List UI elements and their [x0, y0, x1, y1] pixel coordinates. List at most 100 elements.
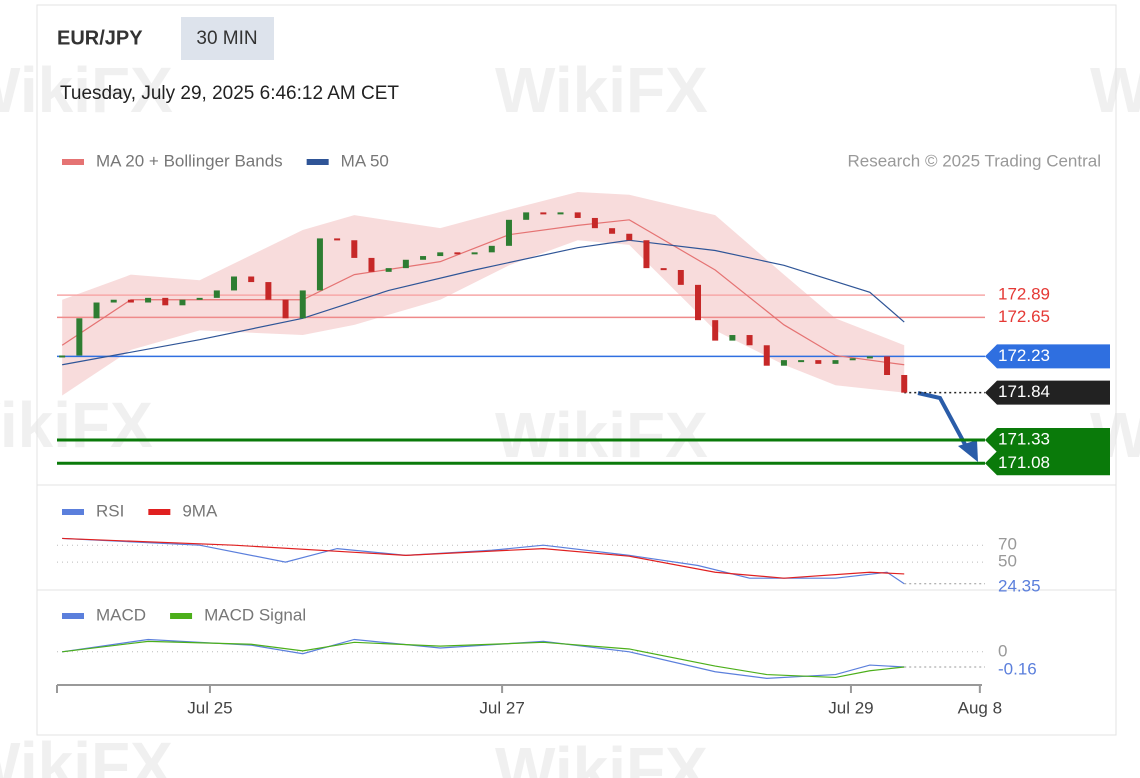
- series-line: [62, 239, 905, 366]
- interval-box: [181, 17, 274, 60]
- x-tick-label: Jul 27: [479, 698, 524, 717]
- watermark: WikiFX: [495, 399, 708, 471]
- candle: [385, 268, 392, 272]
- series-line: [62, 638, 905, 679]
- candle: [712, 320, 719, 341]
- card: [36, 4, 1117, 736]
- series-line: [62, 537, 905, 585]
- level-tag: [985, 451, 1110, 476]
- series-line: [62, 537, 905, 579]
- candle: [454, 252, 461, 255]
- candle: [677, 269, 684, 285]
- candle: [798, 360, 805, 363]
- symbol: EUR/JPY: [57, 27, 143, 49]
- legend-label: MA 20 + Bollinger Bands: [96, 151, 283, 170]
- legend-label: MACD: [96, 605, 146, 624]
- level-tag: [985, 428, 1110, 453]
- last-value-label: -0.16: [998, 659, 1037, 678]
- candle: [695, 284, 702, 321]
- watermark: WikiFX: [1090, 54, 1140, 126]
- candle: [402, 259, 409, 269]
- candle: [780, 360, 787, 366]
- candle: [316, 238, 323, 291]
- candle: [179, 299, 186, 306]
- level-label: 171.08: [998, 453, 1050, 472]
- candle: [866, 356, 873, 359]
- legend-label: RSI: [96, 501, 124, 520]
- level-tag: [985, 380, 1110, 405]
- candle: [368, 257, 375, 272]
- credit: Research © 2025 Trading Central: [848, 151, 1102, 170]
- x-tick-label: Jul 29: [828, 698, 873, 717]
- candle: [213, 290, 220, 298]
- candle: [746, 335, 753, 346]
- candle: [884, 356, 891, 375]
- legend-label: MA 50: [341, 151, 389, 170]
- y-tick-label: 50: [998, 552, 1017, 571]
- candle: [729, 335, 736, 341]
- x-tick-label: Aug 8: [958, 698, 1002, 717]
- candle: [196, 297, 203, 300]
- candle: [574, 212, 581, 218]
- candle: [59, 355, 66, 358]
- interval: 30 MIN: [196, 28, 257, 49]
- level-label: 172.89: [998, 285, 1050, 304]
- legend-label: MACD Signal: [204, 605, 306, 624]
- watermark: WikiFX: [0, 389, 153, 461]
- candle: [626, 233, 633, 241]
- watermark: WikiFX: [0, 54, 173, 126]
- level-label: 171.84: [998, 382, 1050, 401]
- candle: [110, 299, 117, 303]
- candle: [609, 228, 616, 234]
- candle: [299, 290, 306, 319]
- legend-swatch: [306, 159, 329, 165]
- legend-swatch: [62, 509, 84, 515]
- legend-swatch: [62, 613, 84, 619]
- candle: [231, 276, 238, 291]
- candle: [420, 256, 427, 260]
- watermarks: WikiFX WikiFX WikiFX WikiFX WikiFX WikiF…: [0, 54, 1140, 778]
- candle: [523, 212, 530, 220]
- candle: [643, 240, 650, 269]
- candle: [540, 212, 547, 215]
- level-label: 172.65: [998, 307, 1050, 326]
- candle: [282, 299, 289, 319]
- watermark: WikiFX: [0, 729, 173, 778]
- candle: [505, 219, 512, 246]
- candle: [334, 238, 341, 241]
- candle: [248, 276, 255, 283]
- forecast-arrow: [917, 391, 970, 451]
- level-label: 172.23: [998, 346, 1050, 365]
- candle: [901, 374, 908, 393]
- candle: [265, 282, 272, 300]
- candle: [351, 240, 358, 258]
- candle: [763, 345, 770, 366]
- candle: [127, 299, 134, 303]
- series-line: [62, 640, 905, 679]
- candle: [76, 318, 83, 356]
- candle: [162, 297, 169, 306]
- candle: [437, 252, 444, 257]
- candle: [145, 297, 152, 303]
- bollinger-band: [62, 191, 905, 396]
- legend-swatch: [170, 613, 193, 619]
- y-tick-label: 0: [998, 641, 1007, 660]
- candle: [849, 358, 856, 361]
- level-label: 171.33: [998, 430, 1050, 449]
- candle: [591, 217, 598, 229]
- timestamp: Tuesday, July 29, 2025 6:46:12 AM CET: [60, 83, 399, 104]
- x-tick-label: Jul 25: [187, 698, 232, 717]
- candle: [488, 245, 495, 253]
- legend-swatch: [148, 509, 171, 515]
- candle: [815, 360, 822, 364]
- forecast-arrowhead: [958, 440, 978, 462]
- candle: [832, 360, 839, 364]
- legend-label: 9MA: [182, 501, 218, 520]
- candle: [471, 252, 478, 255]
- candle: [660, 268, 667, 271]
- y-tick-label: 70: [998, 535, 1017, 554]
- level-tag: [985, 344, 1110, 369]
- candle: [93, 302, 100, 319]
- candle: [557, 212, 564, 215]
